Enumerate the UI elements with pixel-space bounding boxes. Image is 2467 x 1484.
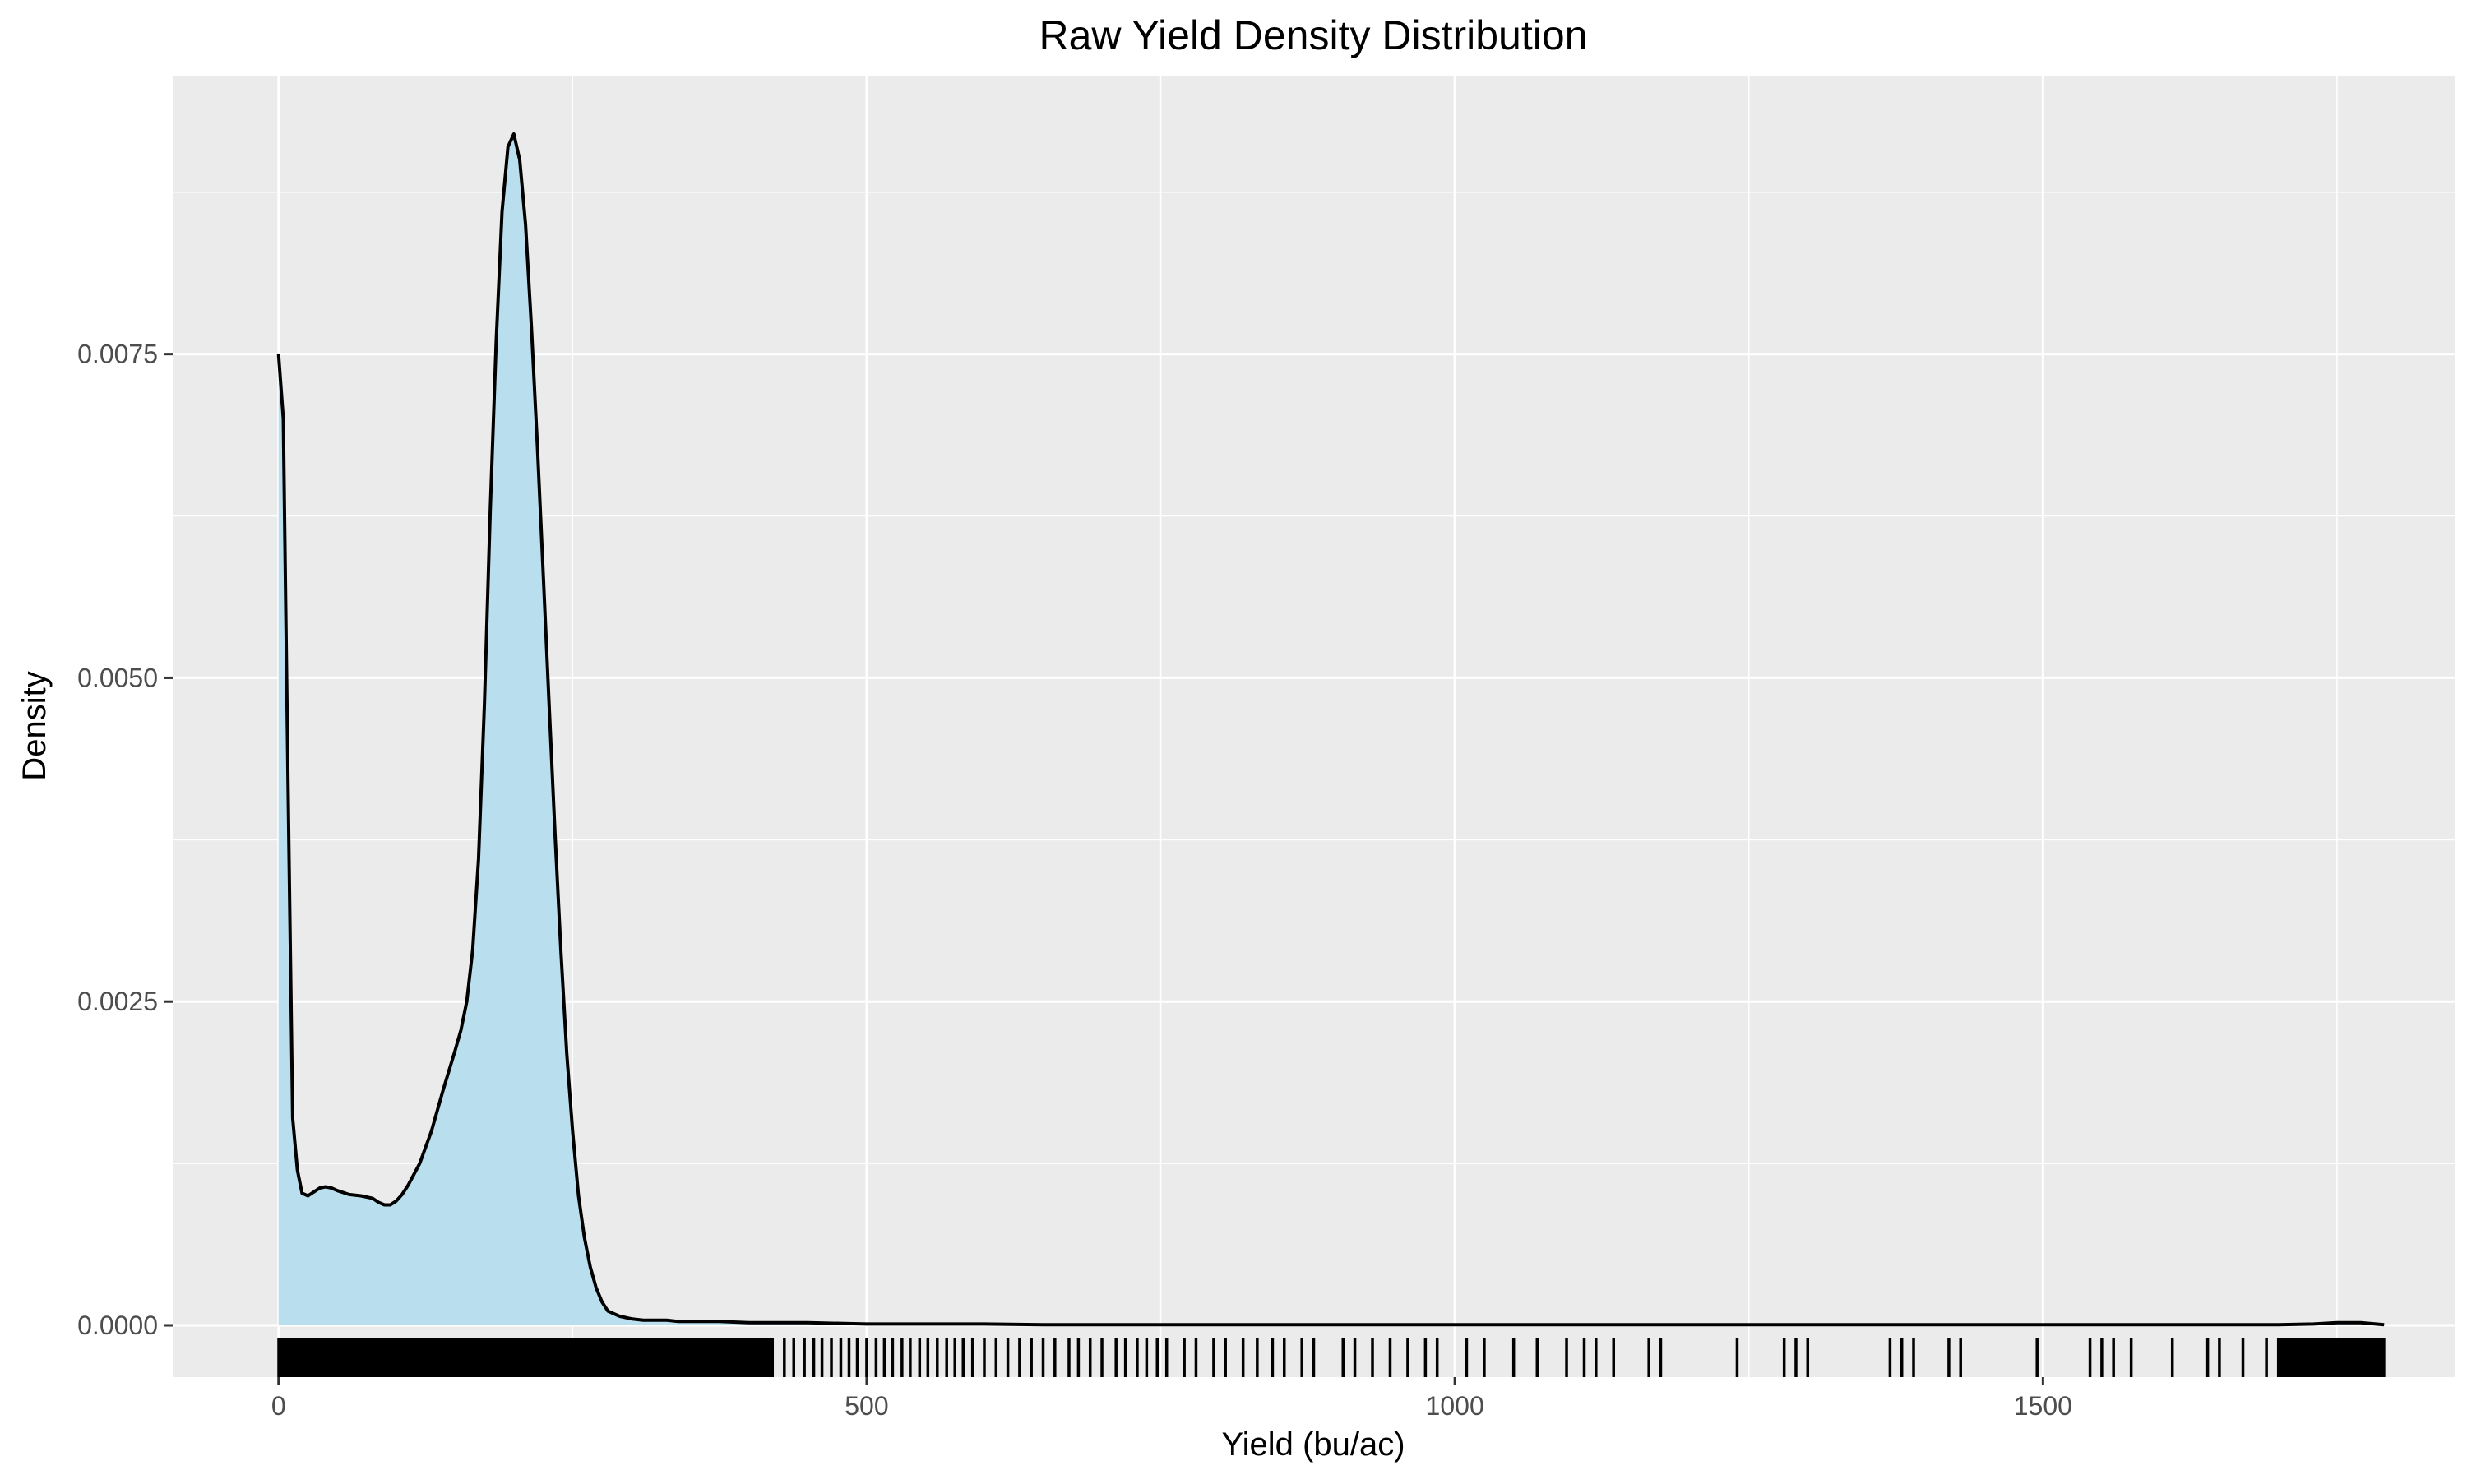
rug-marks [277,1338,2386,1377]
rug-dense-band [2276,1338,2386,1377]
x-axis-title: Yield (bu/ac) [1221,1426,1405,1463]
y-tick-label: 0.0050 [77,663,158,692]
y-tick-label: 0.0075 [77,340,158,369]
y-axis: 0.0000 0.0025 0.0050 0.0075 [77,340,173,1340]
x-axis: 0 500 1000 1500 [271,1377,2072,1421]
x-tick-label: 0 [271,1391,286,1421]
x-tick-label: 1000 [1426,1391,1484,1421]
x-tick-label: 1500 [2014,1391,2072,1421]
density-line [276,132,2385,1327]
density-area [278,133,2385,1325]
y-tick-label: 0.0025 [77,987,158,1016]
y-axis-title: Density [16,671,53,780]
rug-dense-band [277,1338,775,1377]
chart-title: Raw Yield Density Distribution [1039,12,1588,58]
y-tick-label: 0.0000 [77,1311,158,1340]
x-tick-label: 500 [845,1391,888,1421]
